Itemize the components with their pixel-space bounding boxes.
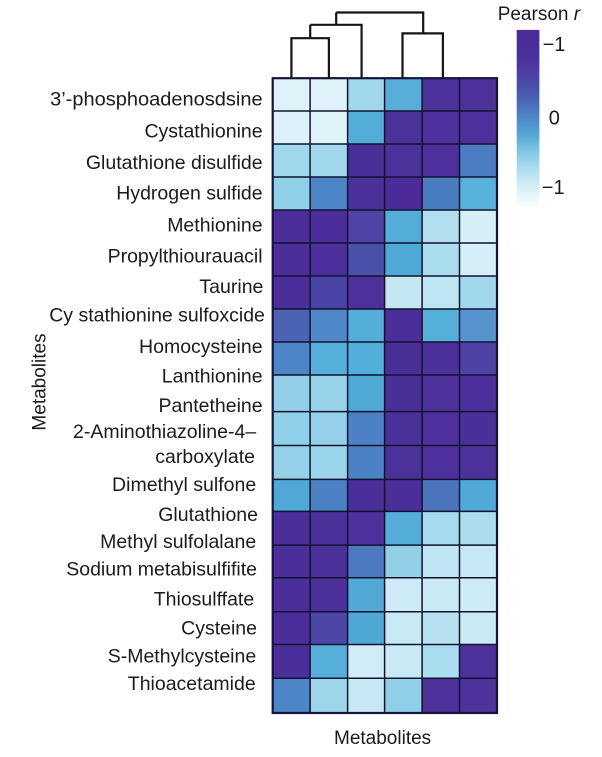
svg-text:Thiosulffate: Thiosulffate — [154, 589, 254, 611]
svg-text:Pearson r: Pearson r — [498, 4, 581, 25]
svg-text:−1: −1 — [542, 177, 565, 199]
svg-text:Methyl sulfolalane: Methyl sulfolalane — [100, 531, 256, 553]
svg-text:Taurine: Taurine — [199, 276, 263, 298]
svg-text:2-Aminothiazoline-4–: 2-Aminothiazoline-4– — [73, 421, 256, 443]
svg-text:Cy stathionine sulfoxcide: Cy stathionine sulfoxcide — [49, 305, 265, 327]
svg-text:Glutathione: Glutathione — [158, 504, 258, 526]
svg-text:Cysteine: Cysteine — [181, 618, 257, 640]
svg-text:Propylthiourauacil: Propylthiourauacil — [108, 246, 263, 268]
svg-text:S-Methylcysteine: S-Methylcysteine — [108, 646, 256, 668]
svg-text:Metabolites: Metabolites — [334, 728, 431, 749]
svg-text:Dimethyl sulfone: Dimethyl sulfone — [112, 474, 256, 496]
svg-text:Sodium metabisulfifite: Sodium metabisulfifite — [66, 559, 257, 581]
svg-text:−1: −1 — [543, 34, 566, 56]
svg-text:Lanthionine: Lanthionine — [162, 366, 263, 388]
svg-text:Homocysteine: Homocysteine — [139, 336, 263, 358]
svg-text:Glutathione disulfide: Glutathione disulfide — [86, 152, 263, 174]
svg-text:Pantetheine: Pantetheine — [159, 395, 263, 417]
svg-text:Metabolites: Metabolites — [30, 333, 51, 430]
svg-text:Hydrogen sulfide: Hydrogen sulfide — [116, 183, 262, 205]
svg-text:carboxylate: carboxylate — [155, 446, 255, 468]
svg-text:Thioacetamide: Thioacetamide — [128, 673, 256, 695]
svg-text:3’-phosphoadenosdsine: 3’-phosphoadenosdsine — [50, 89, 263, 111]
svg-text:Methionine: Methionine — [167, 215, 262, 237]
svg-text:0: 0 — [549, 108, 560, 130]
svg-text:Cystathionine: Cystathionine — [144, 121, 262, 143]
